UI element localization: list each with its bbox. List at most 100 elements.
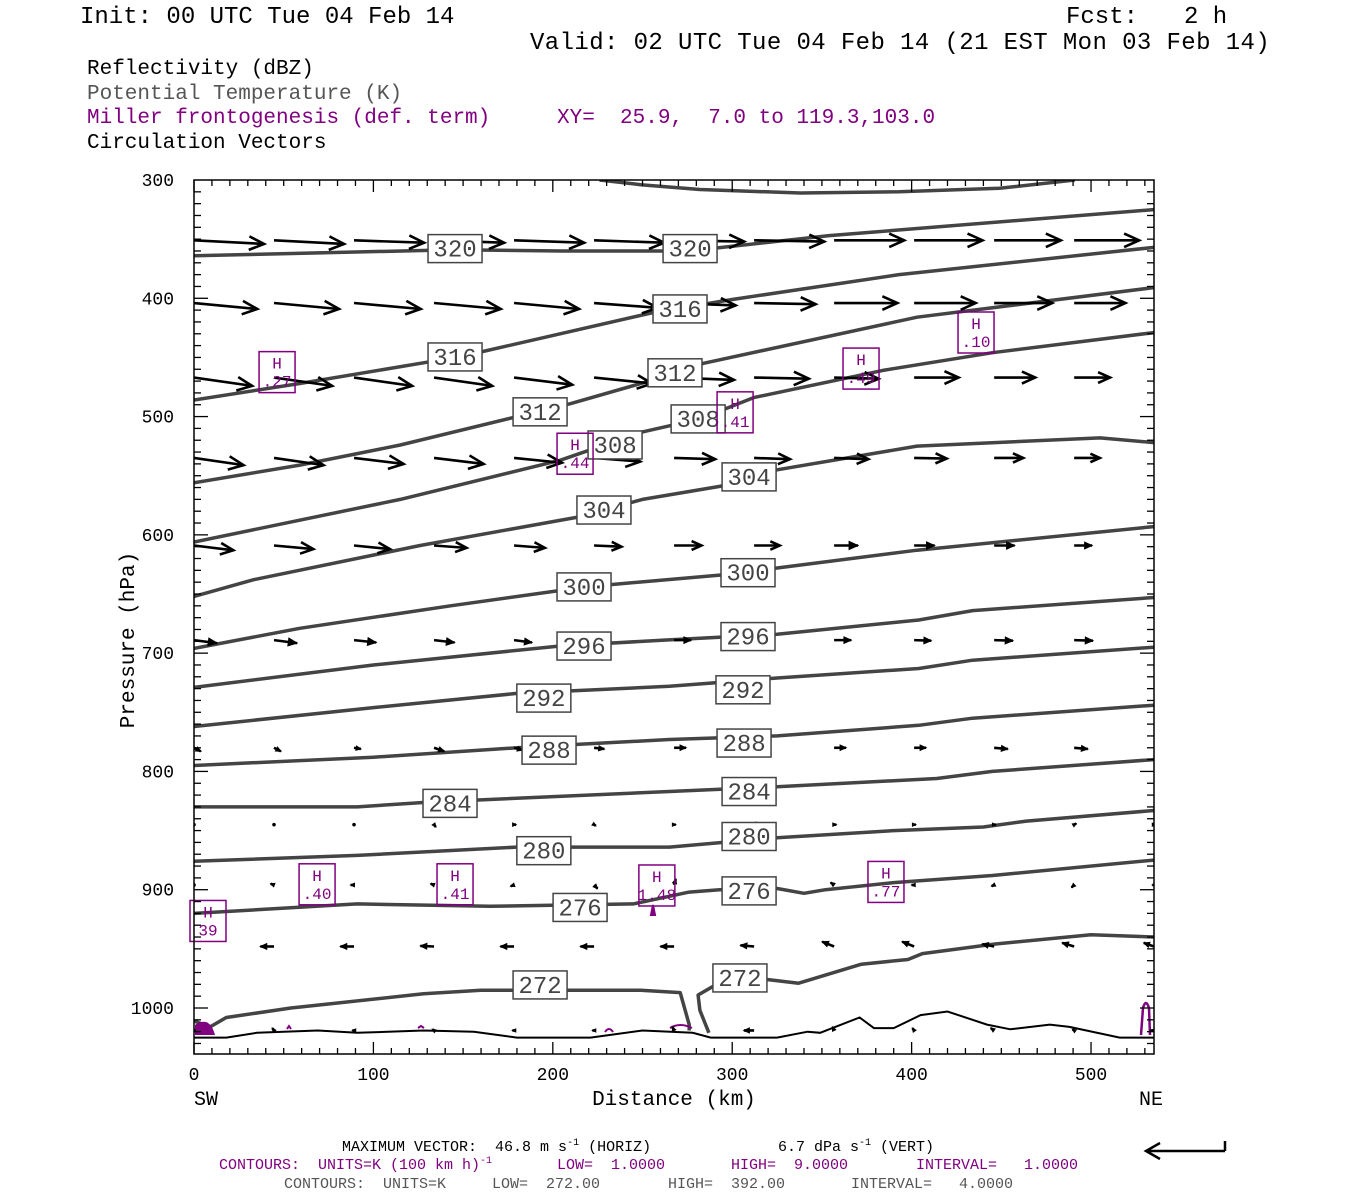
reflectivity-blob [669,1024,693,1029]
vector-arrow [1074,295,1129,311]
vector-shaft [194,239,265,246]
contour-label-text: 280 [522,840,565,867]
vector-shaft [593,301,658,310]
vector-head [793,370,812,387]
y-tick-label: 500 [142,409,174,429]
vector-arrow [674,451,719,466]
x-tick-label: 400 [895,1066,927,1086]
vector-arrow [429,882,436,888]
vector-head [683,636,693,645]
vector-head [499,942,508,951]
vector-shaft [433,544,467,550]
vector-head [1080,744,1090,753]
contour-label-box [721,821,777,852]
frontogenesis-max-marker: H.27 [258,350,296,394]
vector-head [1045,232,1064,249]
vector-shaft [513,301,580,311]
vector-head [919,744,928,752]
vector-head [934,452,950,465]
frontogenesis-max-box [436,863,474,906]
vector-arrow [513,637,534,646]
vector-arrow [821,940,835,948]
frontogenesis-max-value: .41 [721,414,750,432]
vector-arrow [980,941,995,949]
x-axis-label: Distance (km) [592,1089,756,1112]
contour-label: 272 [512,970,568,1001]
vector-head [923,636,933,645]
contour-label-box [587,430,643,460]
vector-arrow [754,370,812,387]
vector-arrow [499,942,515,951]
frontogenesis-max-marker: H.77 [867,860,905,904]
contour-label-box [720,557,776,588]
theta-contour-low: LOW= 272.00 [492,1176,601,1193]
vector-arrow [914,370,962,386]
vector-arrow [1074,370,1114,385]
vector-arrow [834,452,872,466]
horiz-exponent: -1 [567,1138,580,1149]
vector-head [1161,745,1167,751]
vector-arrow [834,636,853,645]
vector-head [351,1028,357,1033]
vector-arrow [273,746,282,753]
legend-frontogenesis: Miller frontogenesis (def. term) [87,107,491,130]
contour-label-box [512,970,568,1000]
vector-shaft [513,456,563,465]
vector-head [488,234,508,251]
vector-arrow [353,454,407,471]
contour-label-box [521,735,577,765]
frontogenesis-max-value: .40 [303,886,332,904]
vector-shaft [273,376,333,388]
x-end-label-sw: SW [194,1089,218,1112]
frontogenesis-max-box [867,860,905,904]
vector-arrow [829,881,836,888]
theta-contour-324 [599,180,1076,195]
legend-circulation-vectors: Circulation Vectors [87,132,327,155]
vector-head [431,822,437,829]
vector-head [718,371,738,388]
vector-head [484,299,504,316]
frontogenesis-max-marker: H.49 [842,347,880,390]
reflectivity-blob [417,1024,425,1029]
contour-label: 280 [721,821,777,852]
theta-contour-high: HIGH= 392.00 [668,1176,786,1193]
theta-contour-272 [696,932,1154,1034]
vector-head [591,1028,597,1033]
vector-arrow [353,541,394,555]
vector-head [1061,941,1070,949]
contour-label-text: 300 [726,562,769,589]
vector-arrow [831,1025,837,1033]
vector-arrow [271,1027,277,1033]
vector-head [1006,541,1016,550]
vector-head [910,882,916,888]
vector-head [1164,542,1171,549]
vector-arrow [593,298,661,315]
vector-head [1071,822,1078,828]
y-tick-label: 800 [142,763,174,783]
contour-label-box [712,963,768,993]
vector-head [888,232,908,249]
vector-head [800,295,819,312]
vector-head [843,636,853,645]
vector-head [1169,454,1178,462]
legend-potential-temperature: Potential Temperature (K) [87,83,403,106]
frontogenesis-max-box [957,311,995,354]
vector-arrow [1154,234,1219,248]
vector-head [1071,1028,1078,1034]
vector-arrow [994,452,1027,464]
vector-arrow [352,822,356,827]
y-tick-label: 300 [142,172,174,192]
vector-arrow [259,942,275,951]
contour-label: 312 [647,358,703,389]
vector-shaft [433,376,493,388]
vector-head [431,1028,437,1034]
max-vector-label: MAXIMUM VECTOR: [342,1139,478,1156]
theta-contour-300 [194,524,1154,651]
init-time: Init: 00 UTC Tue 04 Feb 14 [80,4,455,31]
vector-head [1089,452,1103,464]
vector-arrow [351,1028,357,1033]
theta-contour-284 [194,757,1154,809]
contour-label-box [716,728,772,758]
vector-head [1204,234,1219,248]
vector-head [943,370,962,386]
